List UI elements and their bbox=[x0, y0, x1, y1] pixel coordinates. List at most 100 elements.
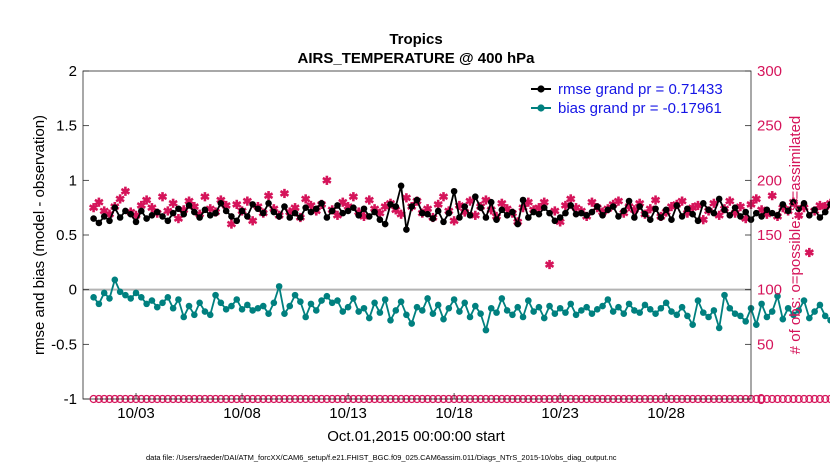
rmse-point bbox=[397, 182, 405, 190]
rmse-point bbox=[466, 212, 474, 219]
plot-area bbox=[83, 71, 751, 399]
bias-point bbox=[684, 312, 691, 320]
obs-possible-marker bbox=[762, 394, 772, 404]
rmse-point bbox=[376, 216, 384, 223]
bias-point bbox=[196, 299, 203, 307]
left-tick-label: 1.5 bbox=[56, 118, 77, 135]
rmse-point bbox=[169, 209, 177, 217]
obs-possible-marker bbox=[752, 394, 761, 404]
bias-point bbox=[567, 300, 575, 308]
rmse-point bbox=[562, 209, 569, 217]
rmse-point bbox=[307, 208, 315, 216]
obs-possible-marker bbox=[821, 394, 830, 404]
bias-point bbox=[593, 306, 601, 313]
rmse-point bbox=[100, 213, 108, 220]
rmse-point bbox=[381, 220, 389, 228]
bias-point bbox=[143, 300, 150, 308]
bias-point bbox=[344, 303, 352, 311]
obs-assimilated-marker bbox=[348, 192, 359, 202]
bias-point bbox=[620, 310, 628, 318]
bias-point bbox=[487, 304, 495, 312]
bias-point bbox=[503, 307, 511, 314]
bias-point bbox=[281, 310, 288, 318]
rmse-point bbox=[461, 203, 469, 210]
bias-point bbox=[631, 307, 638, 314]
x-tick-label: 10/28 bbox=[647, 405, 685, 422]
rmse-point bbox=[122, 207, 129, 215]
bias-point bbox=[646, 306, 654, 313]
rmse-point bbox=[450, 187, 458, 195]
obs-possible-marker bbox=[784, 394, 793, 404]
bias-point bbox=[641, 301, 649, 309]
bias-point bbox=[472, 302, 479, 310]
bias-point bbox=[233, 296, 241, 303]
obs-assimilated-marker bbox=[438, 192, 449, 202]
obs-assimilated-marker bbox=[232, 199, 242, 209]
obs-assimilated-marker bbox=[120, 186, 131, 196]
rmse-point bbox=[281, 203, 288, 210]
rmse-point bbox=[737, 213, 744, 220]
rmse-point bbox=[546, 209, 553, 217]
bias-point bbox=[546, 302, 553, 310]
x-tick-label: 10/13 bbox=[329, 405, 367, 422]
rmse-point bbox=[641, 210, 649, 218]
rmse-point bbox=[196, 214, 203, 221]
rmse-point bbox=[328, 207, 336, 215]
left-tick-label: 1 bbox=[69, 172, 77, 189]
obs-assimilated-marker bbox=[322, 175, 332, 185]
bias-point bbox=[715, 324, 723, 332]
bias-point bbox=[599, 302, 606, 310]
rmse-point bbox=[699, 199, 707, 207]
bias-point bbox=[302, 313, 309, 321]
bias-point bbox=[318, 297, 325, 304]
rmse-point bbox=[95, 219, 103, 227]
rmse-point bbox=[588, 208, 596, 216]
bias-point bbox=[408, 320, 415, 327]
rmse-point bbox=[254, 205, 262, 213]
bias-point bbox=[758, 300, 765, 308]
bias-point bbox=[355, 308, 362, 315]
rmse-point bbox=[233, 217, 241, 225]
rmse-point bbox=[631, 214, 638, 221]
left-tick-label: 0 bbox=[69, 282, 77, 299]
bias-point bbox=[365, 314, 373, 322]
bias-point bbox=[562, 309, 569, 316]
rmse-point bbox=[509, 208, 516, 216]
rmse-point bbox=[673, 202, 681, 209]
bias-point bbox=[477, 310, 484, 318]
bias-point bbox=[673, 311, 681, 319]
rmse-point bbox=[535, 210, 543, 218]
bias-point bbox=[456, 308, 463, 315]
rmse-point bbox=[800, 199, 808, 207]
bias-point bbox=[525, 297, 532, 304]
rmse-point bbox=[636, 203, 643, 210]
rmse-point bbox=[721, 206, 728, 214]
bias-point bbox=[615, 303, 622, 311]
left-tick-label: -0.5 bbox=[51, 336, 77, 353]
obs-assimilated-marker bbox=[147, 203, 157, 213]
rmse-point bbox=[228, 213, 235, 220]
rmse-point bbox=[593, 203, 601, 210]
rmse-point bbox=[175, 205, 182, 213]
obs-assimilated-marker bbox=[544, 259, 555, 270]
rmse-point bbox=[259, 209, 267, 217]
rmse-point bbox=[392, 203, 400, 210]
obs-possible-marker bbox=[815, 394, 825, 404]
rmse-point bbox=[662, 206, 670, 214]
bias-point bbox=[238, 306, 246, 313]
x-tick-label: 10/03 bbox=[117, 405, 155, 422]
bias-point bbox=[127, 295, 135, 302]
bias-point bbox=[371, 299, 378, 307]
rmse-point bbox=[312, 205, 320, 213]
rmse-point bbox=[657, 214, 665, 221]
rmse-point bbox=[222, 207, 230, 215]
bias-point bbox=[806, 314, 813, 322]
rmse-point bbox=[816, 214, 824, 221]
bias-point bbox=[768, 308, 776, 315]
bias-point bbox=[275, 283, 283, 290]
rmse-point bbox=[604, 206, 612, 214]
rmse-point bbox=[726, 212, 734, 219]
bias-point bbox=[228, 302, 235, 310]
bias-point bbox=[519, 313, 527, 321]
obs-assimilated-marker bbox=[173, 214, 184, 224]
